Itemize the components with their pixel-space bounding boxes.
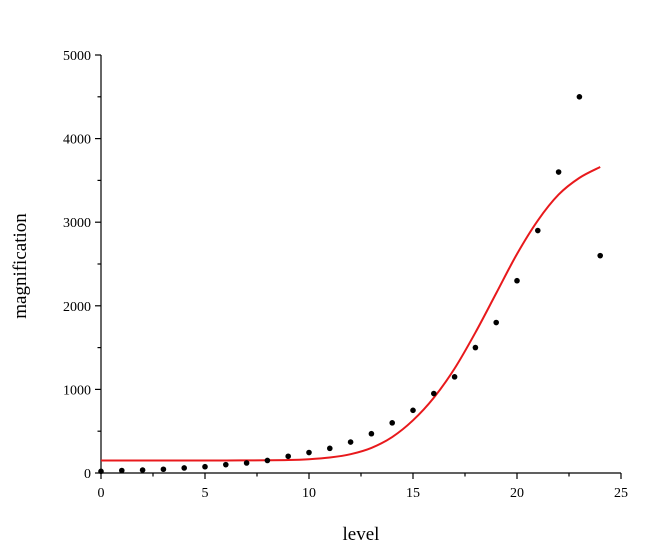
x-tick-label: 0 [98,486,105,501]
x-axis-title: level [343,524,380,545]
data-point [472,344,479,351]
data-point [119,467,125,474]
data-point [410,407,416,414]
data-point [243,460,250,466]
fit-curve [101,166,601,462]
y-tick-label: 3000 [63,216,91,231]
y-axis-title: magnification [10,213,31,319]
data-point [431,390,437,397]
data-point [368,430,375,437]
data-point [327,445,333,452]
data-point [514,277,520,284]
data-point [389,420,396,426]
data-point [451,374,458,380]
axes: 0 5 10 15 20 25 0 1000 2000 3000 4000 5000 [63,49,628,501]
series-layer [98,94,603,475]
data-point [535,227,541,234]
y-tick-label: 0 [84,467,91,482]
y-tick-label: 2000 [63,300,91,315]
y-tick-label: 5000 [63,49,91,64]
y-tick-label: 1000 [63,383,91,398]
x-tick-label: 25 [614,486,628,501]
data-point [306,449,312,456]
data-point [202,463,208,470]
data-point [181,465,187,471]
data-point [493,319,500,326]
x-tick-label: 5 [202,486,209,501]
x-tick-label: 15 [406,486,420,501]
data-point [597,252,603,259]
data-point [285,453,292,460]
data-point [555,169,562,175]
data-point [98,468,104,475]
data-point [576,94,583,100]
data-point [223,461,229,468]
y-tick-label: 4000 [63,133,91,148]
data-point [160,466,167,473]
x-tick-label: 20 [510,486,524,501]
data-point [347,439,354,445]
data-point [139,467,146,473]
data-point [264,457,271,464]
x-tick-label: 10 [302,486,316,501]
